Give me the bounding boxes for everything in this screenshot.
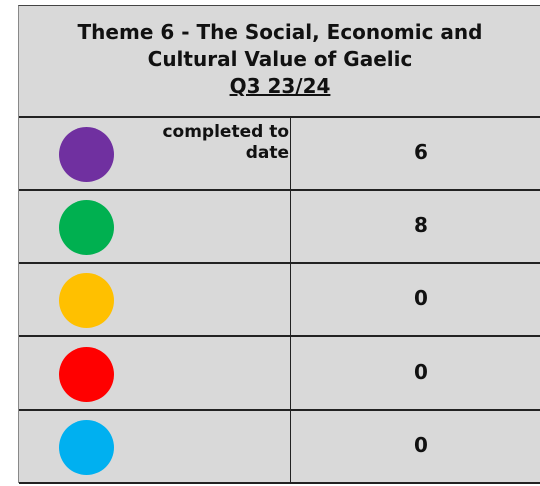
row-label: completed to date bbox=[162, 122, 289, 163]
table-row: completed to date 6 bbox=[19, 118, 540, 191]
table-row: 8 bbox=[19, 191, 540, 265]
table-row: 0 bbox=[19, 338, 540, 411]
table-header: Theme 6 - The Social, Economic and Cultu… bbox=[19, 6, 540, 118]
status-dot bbox=[59, 346, 114, 402]
title-line: Cultural Value of Gaelic bbox=[147, 47, 413, 71]
status-dot bbox=[59, 273, 114, 329]
title-line: Theme 6 - The Social, Economic and bbox=[77, 20, 483, 44]
row-value: 8 bbox=[414, 213, 428, 238]
status-dot bbox=[59, 419, 114, 475]
row-value: 0 bbox=[414, 286, 428, 311]
row-value: 0 bbox=[414, 359, 428, 384]
table-row: 0 bbox=[19, 411, 540, 484]
row-value: 0 bbox=[414, 432, 428, 457]
title-line: Q3 23/24 bbox=[229, 74, 331, 98]
status-dot bbox=[59, 127, 114, 182]
status-table: Theme 6 - The Social, Economic and Cultu… bbox=[18, 5, 540, 484]
column-divider bbox=[290, 118, 291, 484]
row-value: 6 bbox=[414, 140, 428, 164]
status-dot bbox=[59, 200, 114, 256]
table-row: 0 bbox=[19, 264, 540, 338]
